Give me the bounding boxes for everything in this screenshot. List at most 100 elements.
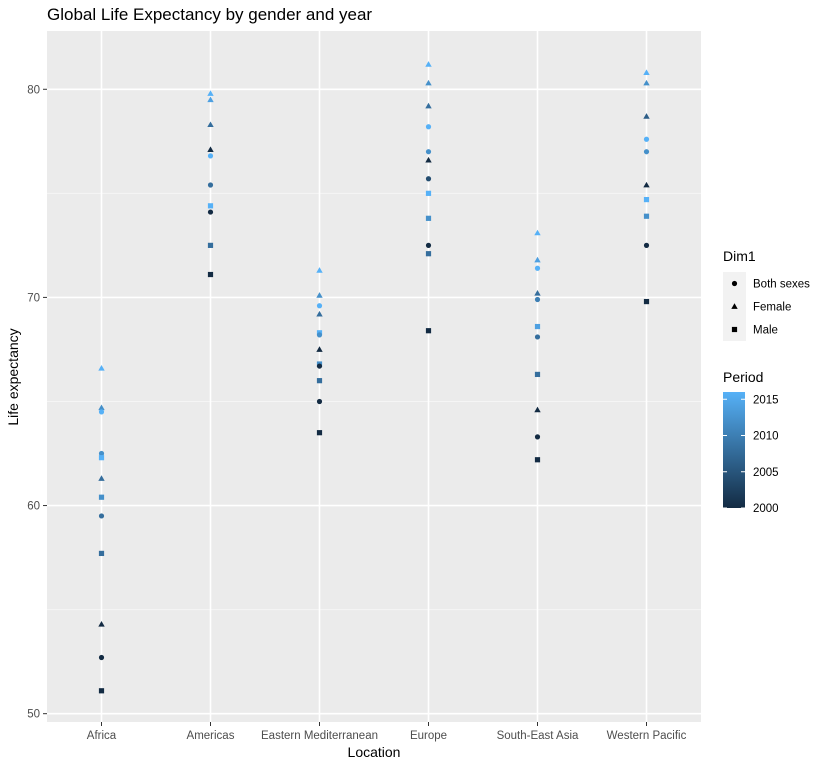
- data-point: [534, 265, 541, 271]
- data-point: [98, 364, 105, 371]
- data-point: [534, 371, 541, 378]
- data-point: [643, 242, 650, 248]
- data-point: [98, 550, 105, 557]
- data-point: [643, 213, 650, 219]
- data-point: [316, 346, 323, 352]
- x-tick-label: Western Pacific: [607, 730, 687, 742]
- y-axis: 50 60 70 80: [27, 84, 47, 721]
- data-point: [643, 181, 650, 188]
- color-tick-label: 2010: [753, 431, 779, 443]
- x-tick-label: Africa: [87, 730, 117, 742]
- plot-panel: [47, 31, 701, 722]
- data-point: [207, 242, 214, 248]
- legend-key-square: [731, 326, 738, 333]
- data-point: [316, 378, 323, 384]
- data-point: [534, 457, 541, 463]
- data-point: [534, 334, 541, 340]
- data-points: [98, 61, 650, 694]
- data-point: [98, 404, 105, 411]
- data-point: [98, 450, 105, 457]
- data-point: [425, 242, 432, 248]
- color-legend-title: Period: [723, 369, 763, 385]
- color-tick-label: 2015: [753, 394, 779, 406]
- data-point: [643, 113, 650, 119]
- data-point: [207, 90, 214, 96]
- data-point: [425, 215, 432, 221]
- x-tick-label: Eastern Mediterranean: [261, 730, 378, 742]
- data-point: [425, 251, 432, 257]
- minor-gridlines: [47, 192, 701, 611]
- data-point: [425, 79, 432, 86]
- x-tick-label: South-East Asia: [497, 730, 579, 742]
- data-point: [98, 513, 105, 519]
- legend-label: Female: [753, 302, 791, 314]
- x-tick-label: Americas: [187, 730, 235, 742]
- data-point: [98, 620, 105, 627]
- data-point: [425, 149, 432, 155]
- major-gridlines: [47, 31, 701, 722]
- data-point: [98, 688, 105, 694]
- data-point: [643, 79, 650, 86]
- shape-legend: Dim1 Both sexes Female Male: [723, 248, 810, 341]
- data-point: [207, 121, 214, 128]
- data-point: [425, 156, 432, 163]
- shape-legend-items: Both sexes Female Male: [723, 272, 810, 341]
- data-point: [316, 292, 323, 298]
- y-axis-title: Life expectancy: [5, 328, 21, 425]
- data-point: [534, 256, 541, 263]
- data-point: [98, 455, 105, 461]
- color-bar: [723, 392, 745, 508]
- data-point: [316, 310, 323, 317]
- data-point: [425, 102, 432, 109]
- data-point: [316, 398, 323, 405]
- data-point: [207, 96, 214, 103]
- data-point: [207, 203, 214, 209]
- data-point: [207, 153, 214, 159]
- y-tick-label: 60: [27, 501, 40, 513]
- x-axis-title: Location: [348, 744, 401, 760]
- data-point: [207, 182, 214, 188]
- color-legend: Period 2000 2005 2010 2015: [723, 369, 779, 515]
- color-tick-label: 2005: [753, 467, 779, 479]
- legend-key-circle: [731, 280, 738, 287]
- data-point: [534, 229, 541, 236]
- data-point: [643, 196, 650, 203]
- data-point: [316, 267, 323, 273]
- shape-legend-title: Dim1: [723, 248, 756, 264]
- data-point: [98, 494, 105, 500]
- data-point: [643, 149, 650, 155]
- y-tick-label: 80: [27, 84, 40, 96]
- legend-key-triangle: [731, 303, 738, 309]
- data-point: [534, 296, 541, 303]
- y-tick-label: 70: [27, 292, 40, 304]
- data-point: [98, 475, 105, 481]
- data-point: [425, 61, 432, 67]
- data-point: [425, 190, 432, 196]
- data-point: [534, 406, 541, 413]
- data-point: [534, 323, 541, 330]
- data-point: [98, 654, 105, 661]
- data-point: [98, 409, 105, 415]
- data-point: [425, 176, 432, 182]
- y-tick-label: 50: [27, 709, 40, 721]
- data-point: [316, 303, 323, 309]
- data-point: [425, 328, 432, 334]
- data-point: [643, 298, 650, 305]
- data-point: [534, 290, 541, 296]
- legend-label: Both sexes: [753, 279, 810, 291]
- data-point: [207, 209, 214, 215]
- data-point: [316, 363, 323, 369]
- color-legend-ticks: 2000 2005 2010 2015: [723, 394, 779, 515]
- data-point: [643, 69, 650, 76]
- data-point: [207, 146, 214, 153]
- data-point: [316, 332, 323, 338]
- data-point: [316, 430, 323, 436]
- x-axis: Africa Americas Eastern Mediterranean Europ…: [87, 722, 687, 742]
- data-point: [425, 124, 432, 130]
- color-tick-label: 2000: [753, 503, 779, 515]
- x-tick-label: Europe: [410, 730, 447, 742]
- data-point: [643, 136, 650, 142]
- chart-title: Global Life Expectancy by gender and yea…: [47, 5, 372, 24]
- legend-label: Male: [753, 325, 778, 337]
